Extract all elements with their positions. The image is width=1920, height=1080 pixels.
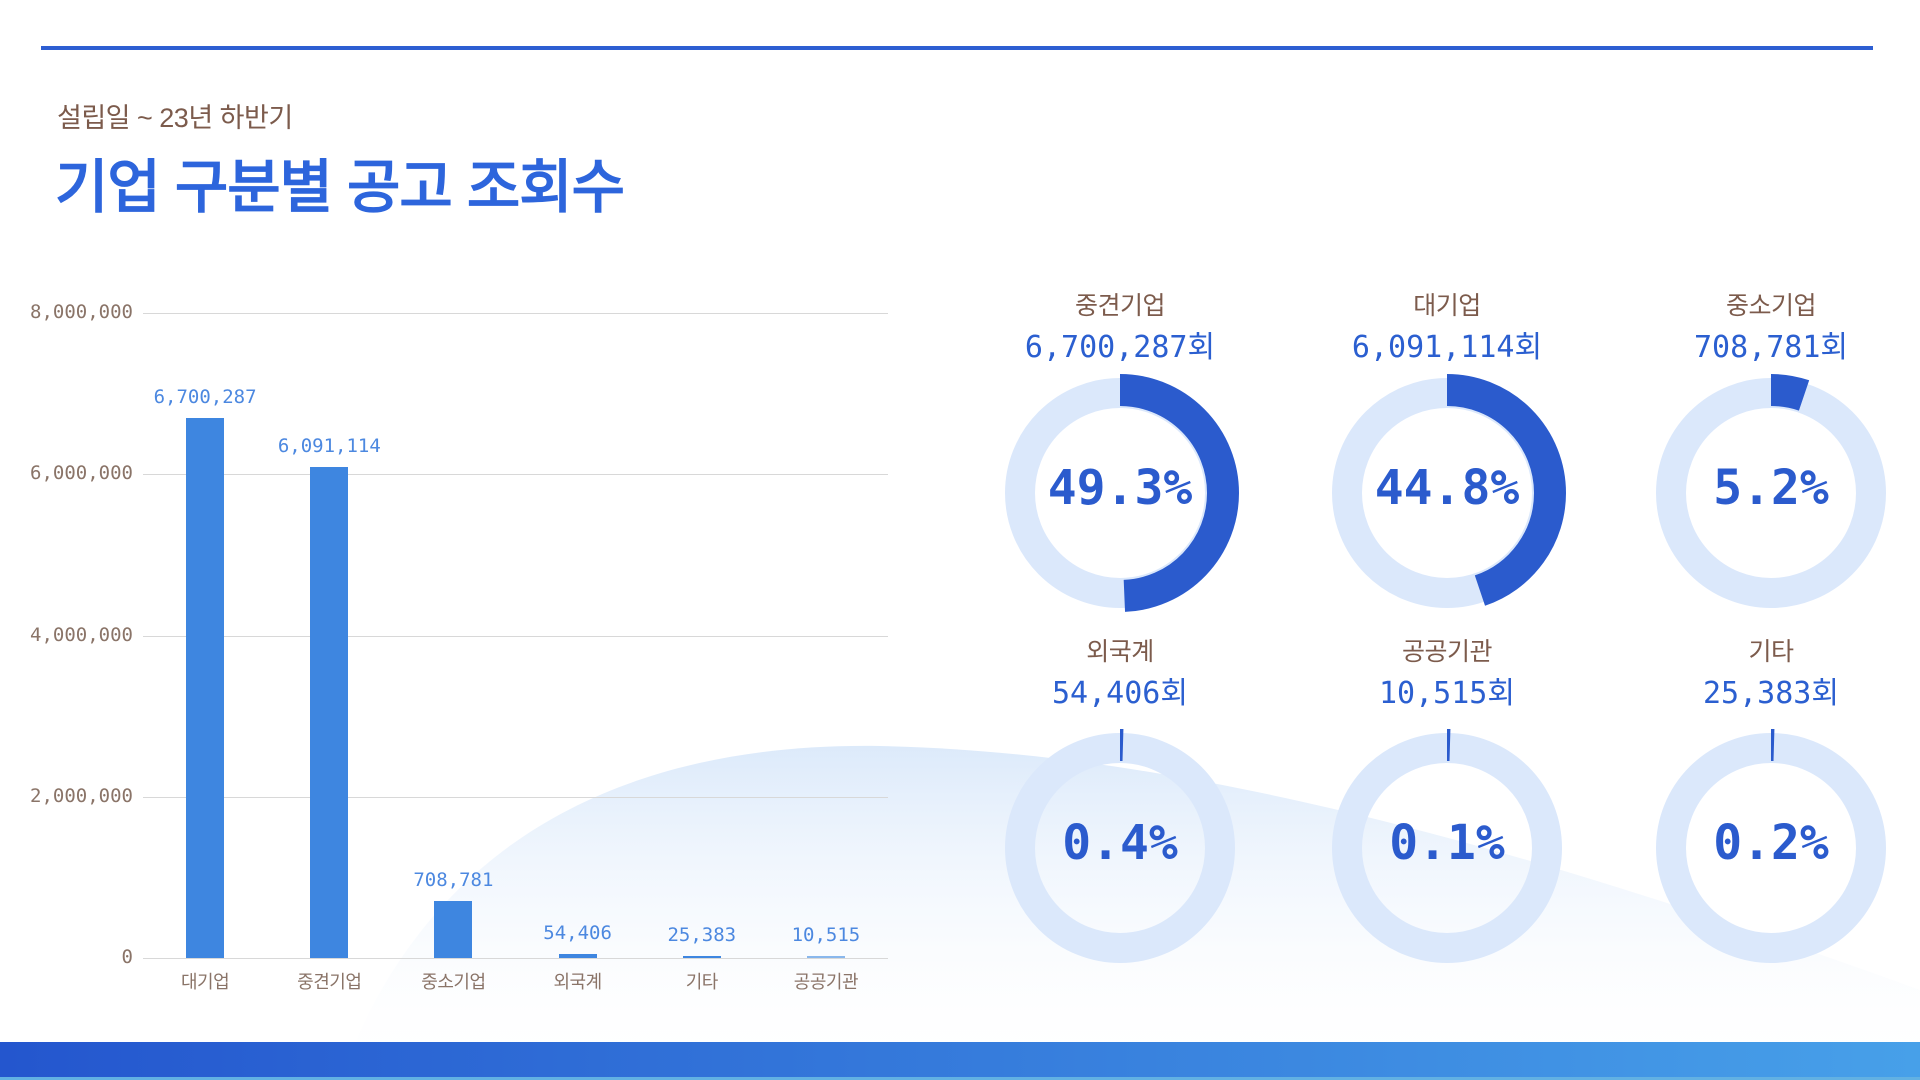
bar-대기업 bbox=[186, 417, 225, 958]
donut-value-count: 25,383회 bbox=[1703, 676, 1839, 711]
bar-중견기업 bbox=[310, 466, 349, 958]
y-axis-tick-label: 6,000,000 bbox=[30, 462, 133, 485]
y-axis-tick-label: 8,000,000 bbox=[30, 301, 133, 323]
x-axis-category-label: 외국계 bbox=[553, 972, 603, 992]
page-title: 기업 구분별 공고 조회수 bbox=[55, 155, 625, 220]
x-axis-category-label: 중소기업 bbox=[421, 972, 486, 992]
donut-percent: 44.8% bbox=[1374, 460, 1520, 516]
gridline-y-0 bbox=[143, 958, 888, 959]
donut-label-기타: 기타 bbox=[1748, 638, 1794, 666]
x-axis-category-label: 중견기업 bbox=[297, 972, 362, 992]
bar-중소기업 bbox=[434, 900, 473, 958]
bar-value-label: 6,091,114 bbox=[277, 434, 381, 457]
gridline-y-6,000,000 bbox=[143, 474, 888, 476]
bar-외국계 bbox=[558, 953, 597, 958]
donut-value-count: 6,091,114회 bbox=[1351, 330, 1543, 365]
donut-percent: 5.2% bbox=[1713, 460, 1829, 516]
report-period-subtitle: 설립일 ~ 23년 하반기 bbox=[57, 103, 293, 133]
donut-ring-공공기관 bbox=[1328, 729, 1566, 967]
x-axis-category-label: 대기업 bbox=[181, 972, 230, 992]
donut-percent: 0.2% bbox=[1713, 815, 1829, 871]
bar-value-label: 54,406 bbox=[543, 921, 612, 944]
gridline-y-2,000,000 bbox=[143, 796, 888, 798]
donut-label-대기업: 대기업 bbox=[1413, 292, 1481, 320]
gridline-y-4,000,000 bbox=[143, 635, 888, 637]
footer-bar bbox=[0, 1042, 1920, 1077]
bar-value-label: 708,781 bbox=[413, 868, 494, 891]
bar-value-label: 6,700,287 bbox=[153, 385, 257, 408]
donut-ring-중견기업 bbox=[1001, 374, 1239, 612]
y-axis-tick-label: 0 bbox=[121, 946, 133, 968]
donut-ring-대기업 bbox=[1328, 374, 1566, 612]
bar-공공기관 bbox=[806, 956, 845, 958]
gridline-y-8,000,000 bbox=[143, 313, 888, 314]
donut-ring-외국계 bbox=[1001, 729, 1239, 967]
bar-기타 bbox=[682, 956, 721, 958]
donut-ring-기타 bbox=[1652, 729, 1890, 967]
y-axis-tick-label: 2,000,000 bbox=[30, 784, 133, 807]
donut-label-중견기업: 중견기업 bbox=[1074, 292, 1166, 320]
bar-value-label: 10,515 bbox=[791, 924, 861, 946]
donut-label-중소기업: 중소기업 bbox=[1725, 292, 1817, 320]
donut-value-count: 708,781회 bbox=[1693, 330, 1849, 365]
bar-value-label: 25,383 bbox=[667, 924, 737, 946]
top-rule bbox=[41, 46, 1873, 50]
donut-percent: 49.3% bbox=[1047, 460, 1193, 516]
donut-value-count: 54,406회 bbox=[1052, 676, 1188, 711]
y-axis-tick-label: 4,000,000 bbox=[30, 623, 133, 646]
donut-label-공공기관: 공공기관 bbox=[1401, 638, 1493, 666]
donut-percent: 0.1% bbox=[1389, 815, 1505, 871]
donut-value-count: 10,515회 bbox=[1379, 676, 1515, 711]
footer-strip bbox=[0, 1077, 1920, 1080]
donut-ring-중소기업 bbox=[1652, 374, 1890, 612]
donut-percent: 0.4% bbox=[1062, 815, 1178, 871]
x-axis-category-label: 기타 bbox=[685, 972, 719, 992]
x-axis-category-label: 공공기관 bbox=[793, 972, 859, 992]
donut-label-외국계: 외국계 bbox=[1086, 638, 1154, 666]
donut-value-count: 6,700,287회 bbox=[1024, 330, 1216, 365]
